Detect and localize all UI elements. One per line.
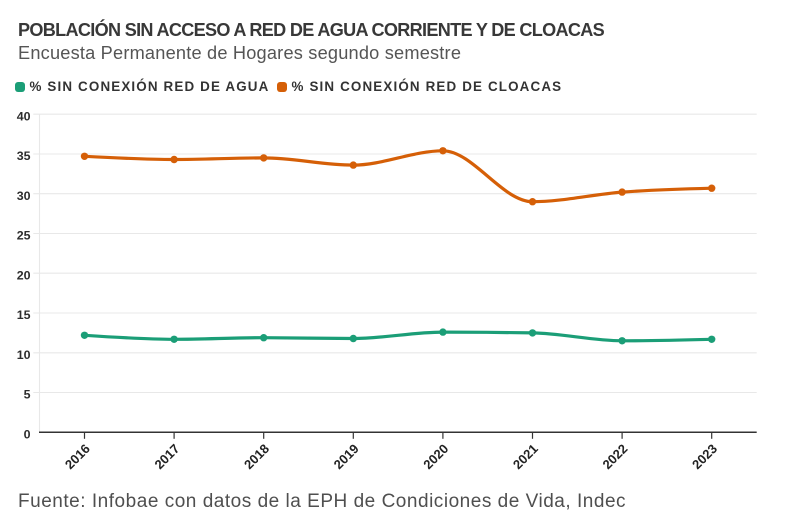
- svg-text:2021: 2021: [510, 441, 541, 472]
- svg-text:20: 20: [17, 268, 31, 282]
- svg-text:2017: 2017: [151, 441, 182, 472]
- svg-text:30: 30: [17, 189, 31, 203]
- svg-text:2023: 2023: [689, 441, 720, 472]
- svg-text:10: 10: [17, 348, 31, 362]
- svg-text:2019: 2019: [331, 441, 362, 472]
- svg-text:2020: 2020: [420, 441, 451, 472]
- svg-text:40: 40: [17, 109, 31, 123]
- svg-text:15: 15: [17, 308, 31, 322]
- svg-text:5: 5: [24, 388, 31, 402]
- svg-text:25: 25: [17, 229, 31, 243]
- svg-text:2018: 2018: [241, 441, 272, 472]
- svg-text:2022: 2022: [599, 441, 630, 472]
- svg-text:35: 35: [17, 149, 31, 163]
- svg-text:0: 0: [24, 427, 31, 441]
- svg-text:2016: 2016: [62, 441, 93, 472]
